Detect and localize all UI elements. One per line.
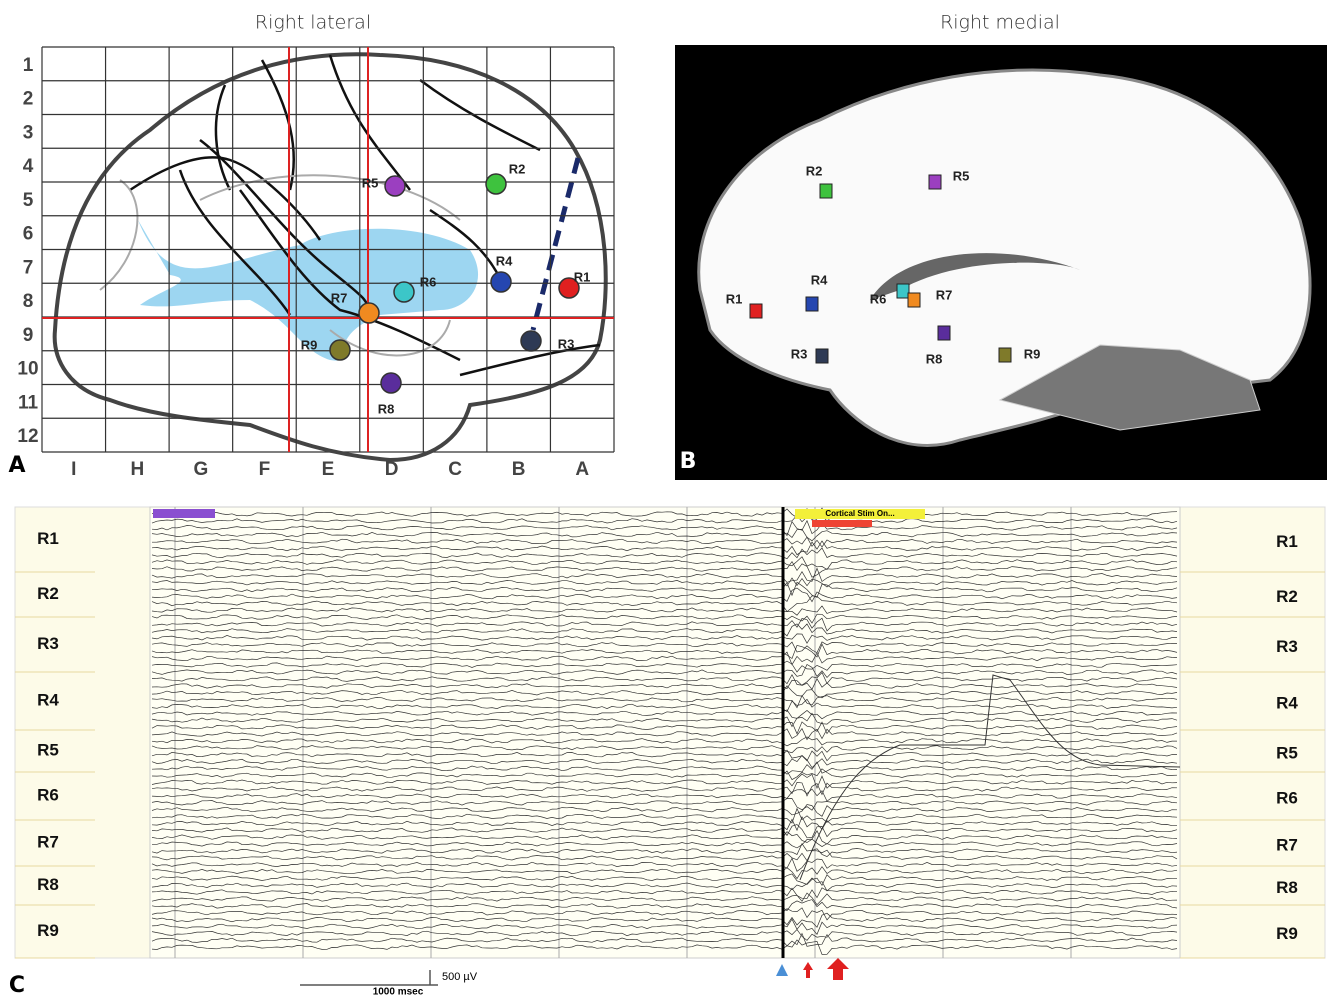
channel-label: R5 (37, 740, 59, 759)
electrode-label: R6 (870, 291, 887, 306)
electrode-label: R1 (726, 291, 743, 306)
channel-label: R5 (1276, 743, 1298, 762)
electrode (486, 174, 506, 194)
electrode-label: R5 (953, 168, 970, 183)
channel-label: R8 (37, 875, 59, 894)
channel-label: R4 (1276, 693, 1298, 712)
column-label: D (385, 459, 399, 480)
row-label: 1 (23, 55, 34, 76)
row-label: 4 (23, 156, 34, 177)
channel-label: R1 (1276, 532, 1298, 551)
electrode-label: R2 (806, 163, 823, 178)
electrode (381, 373, 401, 393)
column-label: C (448, 459, 462, 480)
marker-triangle (776, 964, 788, 976)
channel-label: R9 (37, 921, 59, 940)
scale-label: 500 µV (442, 971, 478, 983)
electrode (394, 282, 414, 302)
electrode (816, 349, 828, 363)
channel-label: R2 (1276, 587, 1298, 606)
electrode (938, 326, 950, 340)
electrode-label: R5 (362, 175, 379, 190)
electrode-label: R2 (509, 161, 526, 176)
channel-label: R8 (1276, 878, 1298, 897)
column-label: I (71, 459, 76, 480)
dashed-boundary (533, 158, 578, 330)
marker-arrow (827, 958, 849, 980)
electrode (908, 293, 920, 307)
column-label: B (512, 459, 526, 480)
electrode-label: R8 (926, 351, 943, 366)
scale-label: 1000 msec (373, 987, 424, 998)
annotation: Cortical Stim On... (825, 509, 894, 518)
electrode-label: R1 (574, 269, 591, 284)
electrode (750, 304, 762, 318)
figure: Right lateral Right medial 1234567891011… (0, 0, 1327, 998)
column-label: A (575, 459, 589, 480)
column-label: E (322, 459, 335, 480)
electrode (897, 284, 909, 298)
panel-label: C (9, 973, 25, 998)
electrode-label: R3 (791, 346, 808, 361)
panel-title: Right lateral (255, 12, 371, 34)
channel-label: R7 (1276, 835, 1298, 854)
electrode (929, 175, 941, 189)
panel-label: A (8, 453, 25, 478)
channel-label: R1 (37, 529, 59, 548)
row-label: 8 (23, 291, 34, 312)
channel-label: R7 (37, 832, 59, 851)
panel-label: B (680, 449, 697, 474)
channel-label: R6 (37, 785, 59, 804)
row-label: 2 (23, 89, 34, 110)
annotation-box (812, 520, 872, 527)
column-label: G (193, 459, 208, 480)
electrode-label: R3 (558, 336, 575, 351)
sulci (130, 55, 600, 375)
eeg-panel: R1 R1 R2 R2 R3 R3 R4 R4 R5 R5 R6 R6 R7 R7 R8 R8 R9 R9 Cort… (15, 507, 1325, 958)
channel-label: R6 (1276, 788, 1298, 807)
electrode (820, 184, 832, 198)
electrode-label: R9 (301, 337, 318, 352)
channel-label: R2 (37, 584, 59, 603)
electrode-label: R7 (331, 290, 348, 305)
electrode-label: R4 (496, 253, 513, 268)
channel-label: R3 (37, 634, 59, 653)
electrode (999, 348, 1011, 362)
row-label: 6 (23, 224, 34, 245)
row-label: 11 (18, 392, 39, 413)
column-label: F (259, 459, 271, 480)
marker-arrow (803, 962, 813, 978)
electrode-label: R4 (811, 272, 828, 287)
channel-label: R3 (1276, 637, 1298, 656)
electrode (806, 297, 818, 311)
channel-label: R9 (1276, 924, 1298, 943)
electrode-label: R6 (420, 274, 437, 289)
electrode (385, 176, 405, 196)
electrode-label: R8 (378, 401, 395, 416)
row-label: 9 (23, 325, 34, 346)
row-label: 12 (17, 426, 38, 447)
electrode-label: R9 (1024, 346, 1041, 361)
medial-map: R1 R2 R3 R4 R5 R6 R7 R8 R9 (675, 45, 1327, 480)
row-label: 10 (17, 359, 38, 380)
electrode (330, 340, 350, 360)
electrode (491, 272, 511, 292)
row-label: 5 (23, 190, 34, 211)
panel-title: Right medial (940, 12, 1060, 34)
annotation-box (153, 509, 215, 518)
electrode (521, 331, 541, 351)
electrode (359, 303, 379, 323)
row-label: 7 (23, 257, 34, 278)
row-label: 3 (23, 122, 34, 143)
column-label: H (130, 459, 144, 480)
lateral-map: 123456789101112IHGFEDCBAR1R2R3R4R5R6R7R8… (17, 47, 614, 480)
channel-label: R4 (37, 690, 59, 709)
electrode-label: R7 (936, 287, 953, 302)
